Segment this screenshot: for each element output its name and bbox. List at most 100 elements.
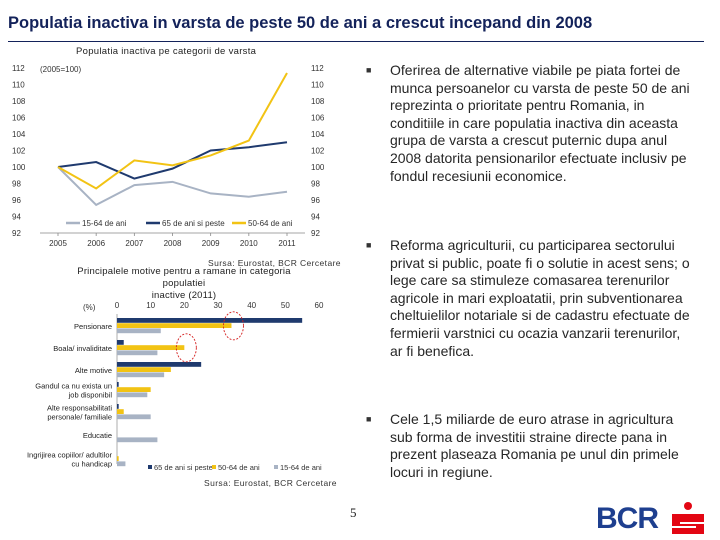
x-tick-label: 50	[281, 301, 290, 310]
y-tick-label-right: 112	[311, 64, 324, 73]
line-chart-title: Populatia inactiva pe categorii de varst…	[76, 46, 257, 57]
y-tick-label-left: 110	[12, 81, 25, 90]
y-tick-label-left: 108	[12, 97, 26, 106]
bar	[117, 372, 165, 378]
x-tick-label: 20	[180, 301, 189, 310]
category-label: Gandul ca nu exista un	[35, 381, 112, 390]
highlight-circle	[175, 333, 197, 363]
bullet-item: ■ Oferirea de alternative viabile pe pia…	[366, 62, 694, 185]
category-label: personale/ familiale	[47, 412, 112, 421]
legend-label: 65 de ani si peste	[162, 219, 225, 228]
bar	[117, 318, 303, 323]
x-tick-label: 2008	[164, 239, 182, 248]
bar	[117, 340, 124, 345]
bar	[117, 461, 126, 467]
x-tick-label: 2010	[240, 239, 258, 248]
y-tick-label-right: 108	[311, 97, 325, 106]
category-label: Alte motive	[75, 366, 112, 375]
legend-label: 15-64 de ani	[280, 463, 322, 472]
bar-chart-source: Sursa: Eurostat, BCR Cercetare	[204, 478, 337, 488]
bar-chart-unit: (%)	[83, 303, 96, 312]
bar	[117, 409, 124, 414]
slide-title: Populatia inactiva in varsta de peste 50…	[8, 14, 593, 32]
y-tick-label-right: 96	[311, 196, 320, 205]
legend-swatch	[274, 465, 278, 469]
page-number: 5	[350, 505, 357, 520]
y-tick-label-right: 92	[311, 229, 320, 238]
category-label: Alte responsabilitati	[47, 403, 112, 412]
x-tick-label: 2006	[87, 239, 105, 248]
x-tick-label: 40	[247, 301, 256, 310]
y-tick-label-left: 104	[12, 130, 26, 139]
category-label: Educatie	[83, 431, 112, 440]
bullet-text: Oferirea de alternative viabile pe piata…	[390, 62, 690, 184]
category-label: job disponibil	[68, 390, 113, 399]
bullet-text: Reforma agriculturii, cu participarea se…	[390, 237, 690, 359]
bcr-s-icon	[672, 502, 704, 534]
category-label: Pensionare	[74, 322, 112, 331]
category-label: Ingrijirea copiilor/ adultilor	[27, 450, 113, 459]
bcr-logo-text: BCR	[596, 502, 659, 535]
bar	[117, 404, 119, 409]
series-line	[57, 166, 288, 207]
series-line	[57, 72, 288, 190]
bar	[117, 382, 119, 387]
bullet-square-icon: ■	[366, 65, 372, 75]
category-label: Boala/ invaliditate	[53, 344, 112, 353]
bar	[117, 367, 171, 372]
bullet-square-icon: ■	[366, 240, 372, 250]
x-tick-label: 2009	[202, 239, 220, 248]
y-tick-label-right: 94	[311, 213, 320, 222]
y-tick-label-right: 104	[311, 130, 325, 139]
bullet-item: ■ Cele 1,5 miliarde de euro atrase in ag…	[366, 411, 694, 481]
highlight-circle	[223, 311, 244, 341]
bar-chart: (%) 0 10 20 30 40 50 60 Pensionare Boala/ invalid…	[27, 301, 324, 472]
category-label: cu handicap	[72, 459, 112, 468]
y-tick-label-right: 100	[311, 163, 325, 172]
bar-chart-title-line2: inactive (2011)	[151, 290, 217, 301]
y-tick-label-right: 98	[311, 180, 320, 189]
bar	[117, 323, 232, 328]
index-note: (2005=100)	[40, 65, 81, 74]
y-tick-label-left: 106	[12, 114, 26, 123]
x-tick-label: 10	[146, 301, 155, 310]
bullet-square-icon: ■	[366, 414, 372, 424]
y-tick-label-right: 102	[311, 147, 325, 156]
y-tick-label-left: 100	[12, 163, 26, 172]
bar	[117, 392, 148, 398]
bar	[117, 387, 151, 392]
x-tick-label: 0	[115, 301, 120, 310]
bullet-text: Cele 1,5 miliarde de euro atrase in agri…	[390, 411, 679, 480]
bar	[117, 328, 161, 334]
bcr-logo: BCR	[596, 500, 706, 538]
y-tick-label-left: 96	[12, 196, 21, 205]
legend-label: 50-64 de ani	[248, 219, 293, 228]
y-tick-label-left: 98	[12, 180, 21, 189]
x-tick-label: 2005	[49, 239, 67, 248]
bar	[117, 456, 119, 461]
y-tick-label-left: 92	[12, 229, 21, 238]
bar	[117, 414, 151, 420]
x-tick-label: 2011	[278, 239, 296, 248]
y-tick-label-right: 110	[311, 81, 324, 90]
legend-label: 65 de ani si peste	[154, 463, 213, 472]
y-tick-label-left: 102	[12, 147, 26, 156]
bar-chart-title: Principalele motive pentru a ramane in c…	[58, 266, 310, 302]
y-tick-label-left: 112	[12, 64, 25, 73]
bar	[117, 345, 185, 350]
bar	[117, 362, 202, 367]
title-divider	[8, 41, 704, 42]
legend-swatch	[148, 465, 152, 469]
x-tick-label: 30	[214, 301, 223, 310]
series-line	[57, 141, 288, 180]
line-chart-source: Sursa: Eurostat, BCR Cercetare	[208, 258, 341, 268]
y-tick-label-right: 106	[311, 114, 325, 123]
legend-label: 50-64 de ani	[218, 463, 260, 472]
bar	[117, 350, 158, 356]
bar	[117, 437, 158, 443]
bar-chart-title-line1: Principalele motive pentru a ramane in c…	[77, 266, 291, 289]
bullet-item: ■ Reforma agriculturii, cu participarea …	[366, 237, 694, 360]
line-chart: 92 92 94 94 96 96 98 98 100 100 102 102 104 104 106 106…	[12, 64, 325, 248]
x-tick-label: 2007	[125, 239, 143, 248]
legend-label: 15-64 de ani	[82, 219, 127, 228]
